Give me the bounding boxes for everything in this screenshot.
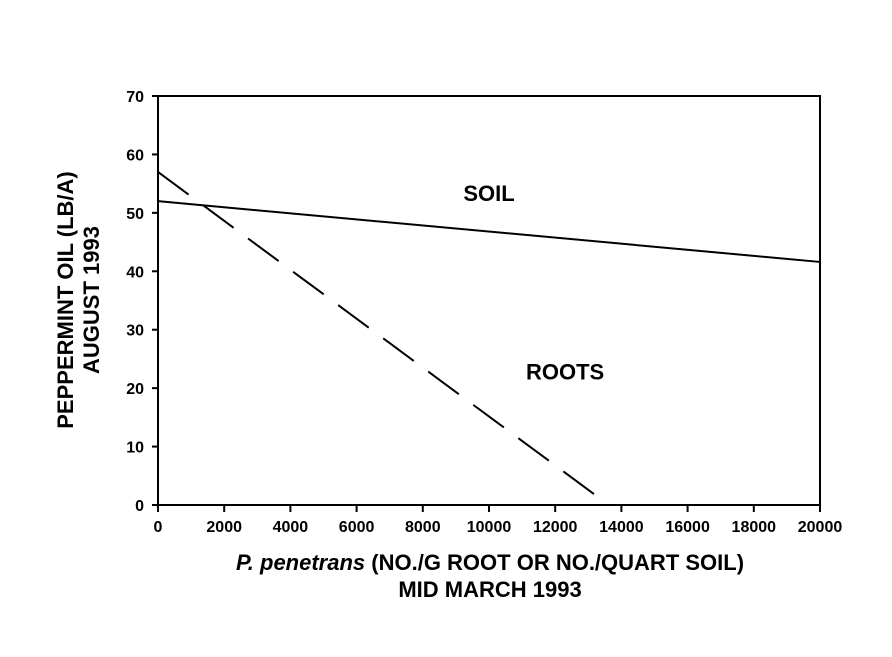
x-tick-label: 12000 — [533, 519, 578, 536]
x-axis-label-line2: MID MARCH 1993 — [398, 577, 581, 602]
x-axis-label-units: (NO./G ROOT OR NO./QUART SOIL) — [365, 550, 744, 575]
y-tick-label: 40 — [126, 264, 144, 281]
y-tick-label: 50 — [126, 206, 144, 223]
x-tick-label: 2000 — [206, 519, 242, 536]
series-label-roots: ROOTS — [526, 359, 604, 384]
series-line-soil — [157, 200, 821, 263]
plot-frame — [157, 95, 821, 506]
y-tick-label: 20 — [126, 381, 144, 398]
x-tick-label: 10000 — [467, 519, 512, 536]
x-tick-label: 16000 — [665, 519, 710, 536]
x-tick-label: 6000 — [339, 519, 375, 536]
series-label-soil: SOIL — [463, 181, 514, 206]
y-axis-label-line1: PEPPERMINT OIL (LB/A) — [53, 171, 78, 429]
x-tick-label: 20000 — [798, 519, 843, 536]
y-tick-label: 10 — [126, 440, 144, 457]
x-tick-label: 0 — [154, 519, 163, 536]
y-tick-label: 0 — [135, 498, 144, 515]
y-tick-label: 70 — [126, 89, 144, 106]
y-tick-label: 30 — [126, 323, 144, 340]
series-line-roots — [157, 171, 610, 506]
x-axis-label-species: P. penetrans — [236, 550, 365, 575]
x-tick-label: 18000 — [732, 519, 777, 536]
x-tick-label: 8000 — [405, 519, 441, 536]
x-tick-label: 14000 — [599, 519, 644, 536]
y-tick-label: 60 — [126, 147, 144, 164]
x-tick-label: 4000 — [273, 519, 309, 536]
y-axis-label-line2: AUGUST 1993 — [79, 226, 104, 374]
x-axis-label: P. penetrans (NO./G ROOT OR NO./QUART SO… — [236, 550, 744, 575]
